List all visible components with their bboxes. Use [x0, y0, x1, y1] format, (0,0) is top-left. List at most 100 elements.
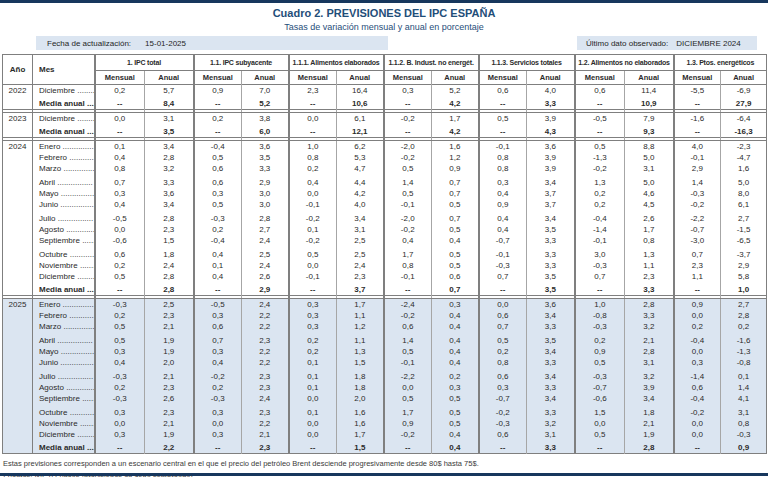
- value-cell: 0,4: [432, 357, 479, 368]
- value-cell: 2,2: [242, 321, 289, 332]
- value-cell: 0,7: [194, 332, 242, 346]
- value-cell: 27,9: [721, 96, 767, 110]
- update-date-box: Fecha de actualización: 15-01-2025: [36, 36, 388, 50]
- value-cell: 0,3: [194, 429, 242, 440]
- column-subheader-mensual: Mensual: [674, 71, 721, 85]
- table-body: 2022Diciembre ........0,25,70,97,02,316,…: [3, 85, 767, 454]
- value-cell: 3,3: [527, 96, 575, 110]
- value-cell: 1,2: [432, 152, 479, 163]
- value-cell: --: [384, 96, 432, 110]
- value-cell: 0,1: [289, 357, 337, 368]
- value-cell: 3,3: [242, 163, 289, 174]
- value-cell: 0,5: [384, 188, 432, 199]
- value-cell: -0,3: [479, 260, 527, 271]
- value-cell: 1,0: [721, 282, 767, 296]
- value-cell: --: [384, 124, 432, 138]
- value-cell: 0,5: [432, 393, 479, 404]
- value-cell: -0,2: [674, 199, 721, 210]
- value-cell: 2,9: [721, 260, 767, 271]
- value-cell: 3,4: [527, 310, 575, 321]
- value-cell: 3,2: [625, 321, 674, 332]
- month-label: Media anual ....: [33, 124, 95, 138]
- table-row: Septiembre ......-0,32,6-0,32,40,02,00,5…: [3, 393, 767, 404]
- column-subheader-mensual: Mensual: [479, 71, 527, 85]
- value-cell: 3,5: [527, 271, 575, 282]
- table-row: Mayo ................0,33,60,33,00,04,20…: [3, 188, 767, 199]
- update-date-value: 15-01-2025: [145, 39, 186, 48]
- value-cell: 0,5: [384, 163, 432, 174]
- value-cell: 2,5: [145, 299, 194, 311]
- value-cell: --: [194, 440, 242, 454]
- value-cell: 1,8: [337, 368, 384, 382]
- month-label: Febrero ............: [33, 152, 95, 163]
- table-row: Abril ................0,51,90,72,30,21,1…: [3, 332, 767, 346]
- value-cell: 5,8: [721, 271, 767, 282]
- value-cell: 0,2: [194, 113, 242, 125]
- month-label: Enero ................: [33, 141, 95, 153]
- value-cell: --: [384, 282, 432, 296]
- value-cell: 1,8: [337, 382, 384, 393]
- value-cell: -0,2: [384, 113, 432, 125]
- month-label: Octubre ............: [33, 404, 95, 418]
- value-cell: 0,6: [479, 310, 527, 321]
- value-cell: 1,2: [337, 321, 384, 332]
- value-cell: -0,1: [575, 235, 625, 246]
- column-group-header: 1.1. IPC subyacente: [194, 55, 289, 71]
- column-subheader-anual: Anual: [145, 71, 194, 85]
- value-cell: --: [575, 282, 625, 296]
- value-cell: -1,4: [674, 368, 721, 382]
- value-cell: 4,4: [337, 174, 384, 188]
- value-cell: 3,1: [527, 429, 575, 440]
- month-label: Agosto .............: [33, 382, 95, 393]
- value-cell: 4,2: [337, 188, 384, 199]
- value-cell: 3,3: [527, 440, 575, 454]
- value-cell: 0,0: [95, 224, 145, 235]
- value-cell: 0,5: [95, 271, 145, 282]
- value-cell: 4,0: [674, 141, 721, 153]
- value-cell: 1,4: [384, 174, 432, 188]
- value-cell: 0,4: [479, 210, 527, 224]
- value-cell: -0,5: [95, 210, 145, 224]
- value-cell: 2,8: [625, 299, 674, 311]
- month-label: Agosto .............: [33, 224, 95, 235]
- value-cell: 0,4: [432, 429, 479, 440]
- value-cell: 0,0: [479, 299, 527, 311]
- value-cell: 2,8: [625, 440, 674, 454]
- column-subheader-mensual: Mensual: [95, 71, 145, 85]
- year-label: 2024: [3, 141, 33, 296]
- value-cell: 1,3: [575, 174, 625, 188]
- value-cell: 2,8: [145, 210, 194, 224]
- value-cell: 2,3: [337, 271, 384, 282]
- value-cell: 2,8: [721, 310, 767, 321]
- value-cell: 3,6: [527, 141, 575, 153]
- value-cell: 0,0: [674, 346, 721, 357]
- value-cell: 4,6: [625, 188, 674, 199]
- value-cell: 5,0: [625, 152, 674, 163]
- observed-date-box: Último dato observado: DICIEMBRE 2024: [577, 36, 757, 50]
- value-cell: 0,8: [95, 163, 145, 174]
- value-cell: 3,7: [527, 199, 575, 210]
- month-label: Marzo ...............: [33, 321, 95, 332]
- value-cell: 3,4: [337, 210, 384, 224]
- value-cell: 3,9: [625, 382, 674, 393]
- value-cell: -0,2: [289, 210, 337, 224]
- value-cell: 0,7: [575, 271, 625, 282]
- value-cell: 0,8: [479, 357, 527, 368]
- value-cell: 10,6: [337, 96, 384, 110]
- table-row: Junio ...............0,43,40,53,0-0,14,0…: [3, 199, 767, 210]
- value-cell: 12,1: [337, 124, 384, 138]
- value-cell: -3,7: [721, 246, 767, 260]
- value-cell: 0,2: [95, 260, 145, 271]
- value-cell: 0,4: [194, 271, 242, 282]
- value-cell: 7,0: [242, 85, 289, 97]
- value-cell: 0,4: [479, 188, 527, 199]
- value-cell: 1,3: [625, 246, 674, 260]
- value-cell: --: [479, 96, 527, 110]
- value-cell: 1,6: [337, 404, 384, 418]
- value-cell: -0,3: [674, 188, 721, 199]
- value-cell: 0,5: [432, 418, 479, 429]
- value-cell: 0,7: [674, 246, 721, 260]
- value-cell: 2,3: [242, 368, 289, 382]
- value-cell: 2,5: [337, 235, 384, 246]
- value-cell: 0,2: [721, 321, 767, 332]
